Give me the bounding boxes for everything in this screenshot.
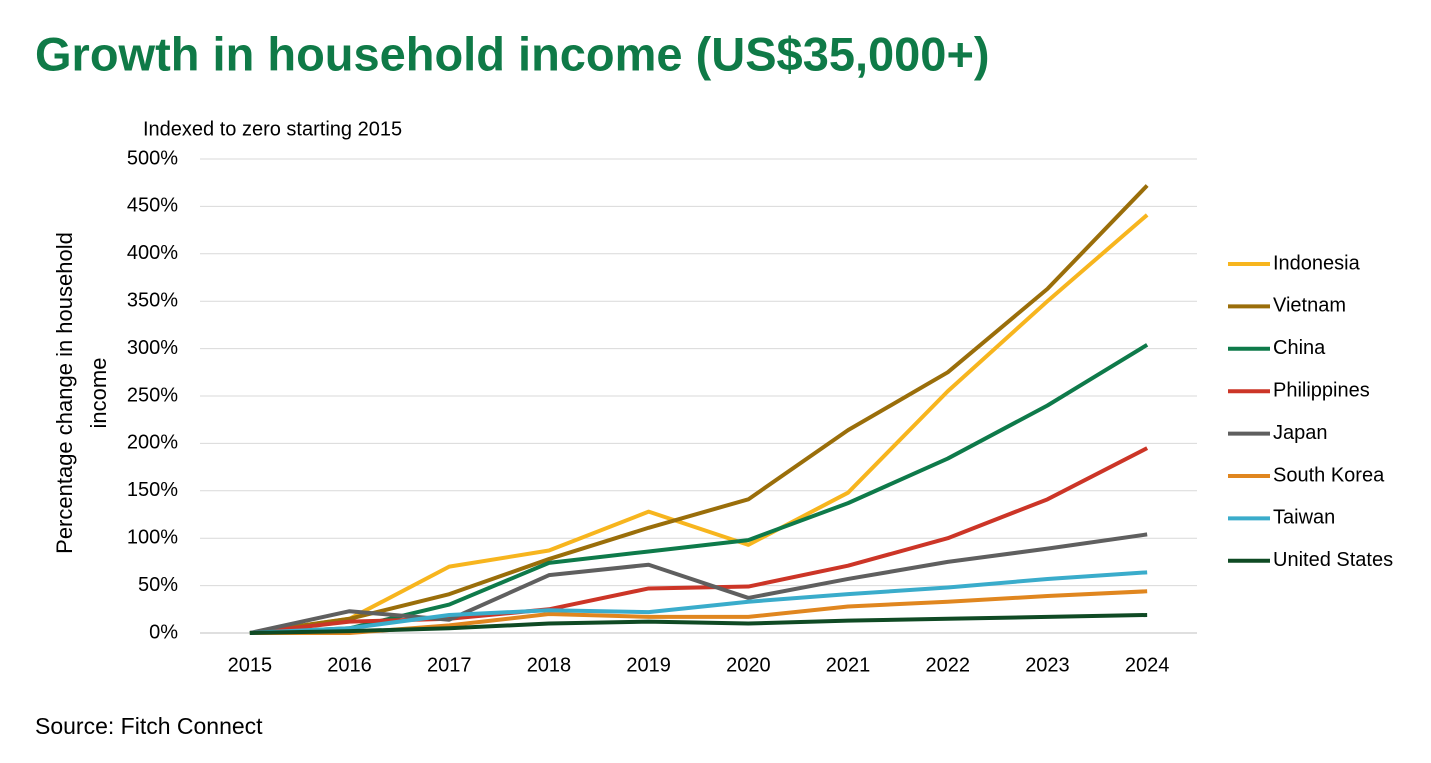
- y-tick-label: 500%: [127, 147, 178, 169]
- y-tick-label: 0%: [149, 621, 178, 643]
- y-tick-label: 200%: [127, 432, 178, 454]
- legend-label: Indonesia: [1273, 252, 1361, 274]
- x-tick-label: 2016: [327, 654, 372, 676]
- series-line: [249, 612, 1148, 635]
- series-line: [249, 343, 1149, 635]
- y-tick-label: 50%: [138, 574, 178, 596]
- x-tick-label: 2022: [926, 654, 971, 676]
- y-tick-label: 300%: [127, 337, 178, 359]
- series-line: [249, 570, 1148, 635]
- y-tick-label: 100%: [127, 526, 178, 548]
- y-tick-label: 400%: [127, 242, 178, 264]
- legend-label: United States: [1273, 549, 1393, 571]
- x-tick-label: 2019: [626, 654, 671, 676]
- x-tick-label: 2023: [1025, 654, 1070, 676]
- series-line: [249, 184, 1149, 635]
- legend-label: Vietnam: [1273, 295, 1346, 317]
- legend-label: Philippines: [1273, 379, 1370, 401]
- x-tick-label: 2021: [826, 654, 871, 676]
- x-tick-label: 2024: [1125, 654, 1170, 676]
- y-tick-label: 350%: [127, 289, 178, 311]
- x-tick-label: 2018: [527, 654, 572, 676]
- y-tick-label: 450%: [127, 195, 178, 217]
- series-line: [249, 532, 1148, 635]
- y-tick-label: 150%: [127, 479, 178, 501]
- legend-label: Taiwan: [1273, 507, 1335, 529]
- legend-label: Japan: [1273, 422, 1328, 444]
- source-note: Source: Fitch Connect: [35, 713, 263, 739]
- x-tick-label: 2015: [228, 654, 273, 676]
- chart-title: Growth in household income (US$35,000+): [35, 27, 990, 80]
- legend-label: South Korea: [1273, 464, 1385, 486]
- x-tick-label: 2017: [427, 654, 472, 676]
- legend-label: China: [1273, 337, 1326, 359]
- y-axis-label: Percentage change in household income: [52, 232, 111, 554]
- chart-subtitle: Indexed to zero starting 2015: [143, 118, 402, 140]
- x-tick-label: 2020: [726, 654, 771, 676]
- series-line: [249, 213, 1149, 635]
- y-tick-label: 250%: [127, 384, 178, 406]
